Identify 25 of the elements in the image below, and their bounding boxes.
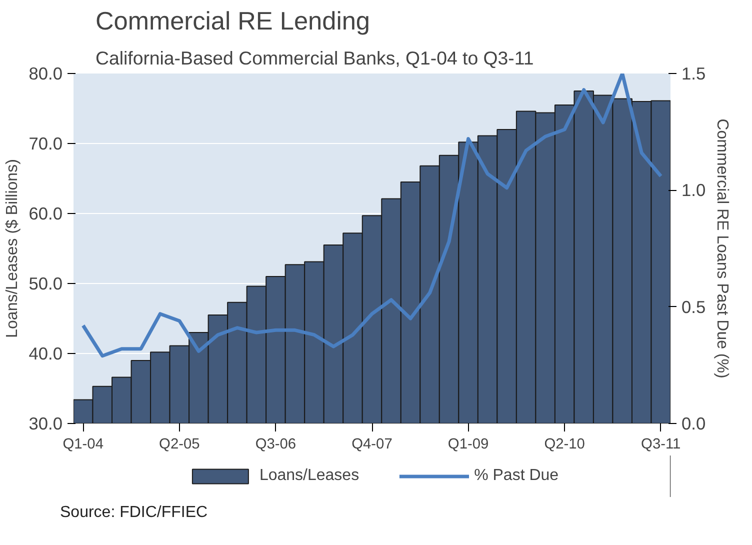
- x-tick-label: Q1-04: [62, 436, 104, 452]
- y2-tick-label: 0.0: [682, 414, 706, 434]
- x-tick-label: Q3-06: [255, 436, 296, 452]
- y2-tick-label: 0.5: [682, 296, 706, 317]
- chart-subtitle: California-Based Commercial Banks, Q1-04 to Q3-11: [96, 48, 534, 68]
- x-tick-label: Q2-10: [544, 436, 585, 452]
- y2-axis-title: Commercial RE Loans Past Due (%): [714, 118, 731, 378]
- x-tick-label: Q1-09: [448, 436, 489, 452]
- y2-tick-label: 1.0: [682, 180, 706, 200]
- y-tick-label: 40.0: [28, 344, 63, 364]
- legend-label: % Past Due: [474, 467, 559, 485]
- x-tick-label: Q2-05: [159, 436, 200, 452]
- y2-tick-label: 1.5: [682, 64, 706, 84]
- y-axis-title: Loans/Leases ($ Billions): [4, 159, 21, 338]
- y-tick-label: 50.0: [28, 274, 63, 294]
- y-tick-label: 30.0: [28, 414, 63, 434]
- line-series: [81, 74, 663, 358]
- chart-title: Commercial RE Lending: [96, 8, 370, 36]
- x-tick-label: Q4-07: [352, 436, 392, 452]
- y-tick-label: 60.0: [28, 204, 63, 224]
- legend-label: Loans/Leases: [259, 467, 360, 485]
- y-tick-label: 80.0: [28, 64, 63, 84]
- y-tick-label: 70.0: [28, 134, 63, 154]
- x-tick-label: Q3-11: [641, 436, 681, 452]
- source-note: Source: FDIC/FFIEC: [60, 503, 208, 523]
